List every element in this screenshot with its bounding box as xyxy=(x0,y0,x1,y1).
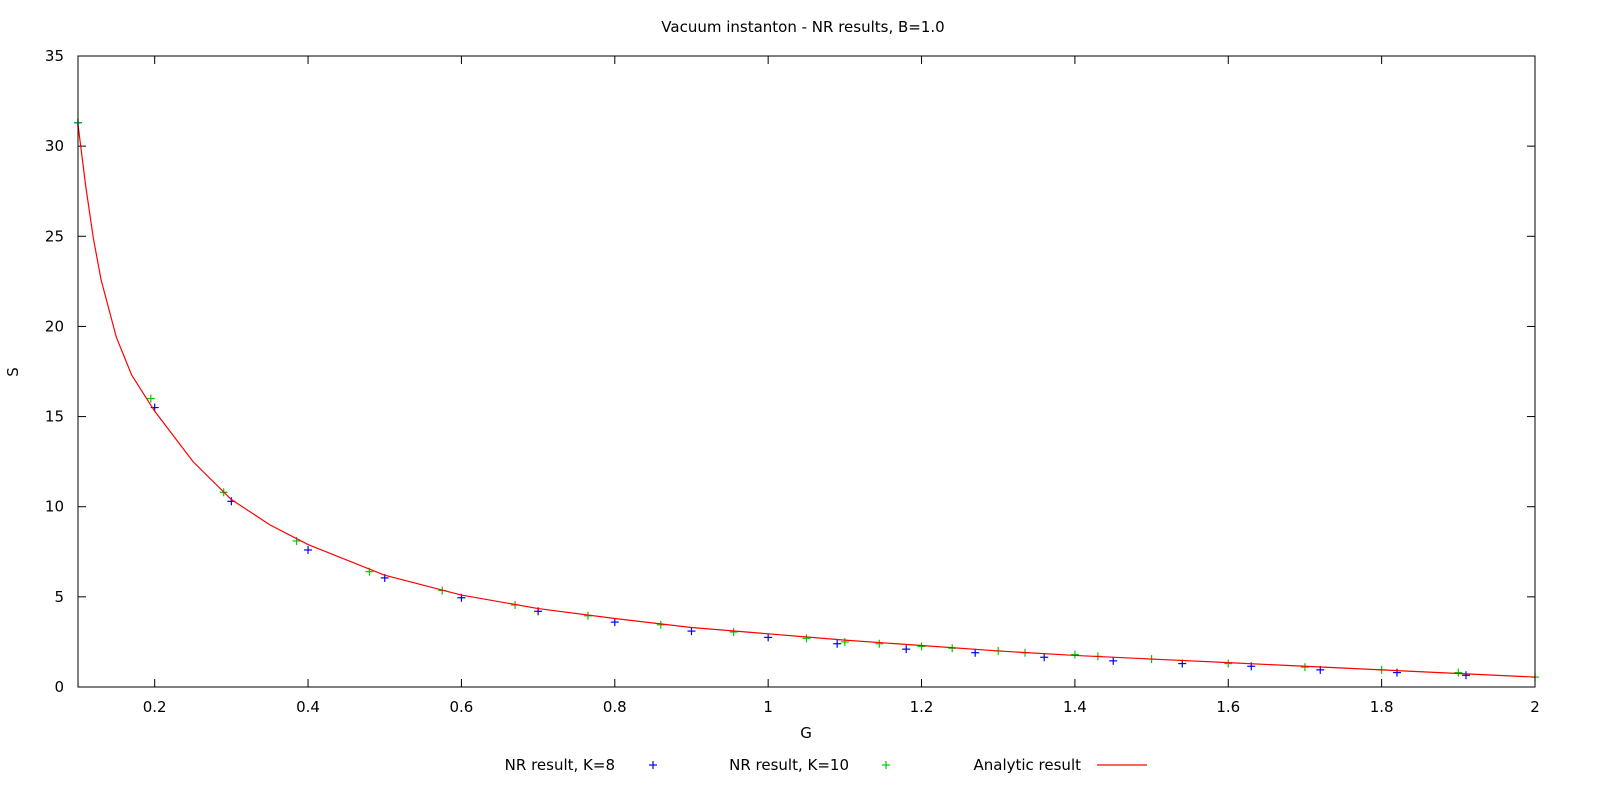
x-tick-label: 1.4 xyxy=(1063,698,1087,716)
data-point xyxy=(802,634,811,643)
data-point xyxy=(1224,659,1233,668)
x-tick-label: 2 xyxy=(1530,698,1540,716)
y-tick-label: 15 xyxy=(45,408,64,426)
x-tick-label: 0.8 xyxy=(603,698,627,716)
x-tick-label: 1.6 xyxy=(1216,698,1240,716)
y-tick-label: 5 xyxy=(54,588,64,606)
y-tick-label: 0 xyxy=(54,678,64,696)
data-point xyxy=(1392,668,1401,677)
series-2 xyxy=(77,124,1536,678)
data-point xyxy=(1300,663,1309,672)
y-axis-label: S xyxy=(4,367,22,377)
legend-marker xyxy=(649,761,657,769)
legend-marker xyxy=(882,761,890,769)
data-point xyxy=(304,545,313,554)
x-tick-label: 1.8 xyxy=(1370,698,1394,716)
series-1 xyxy=(74,118,1539,682)
x-axis-label: G xyxy=(800,724,812,742)
data-point xyxy=(875,639,884,648)
y-tick-label: 30 xyxy=(45,137,64,155)
x-tick-label: 0.2 xyxy=(143,698,167,716)
data-point xyxy=(1461,671,1470,680)
y-tick-label: 35 xyxy=(45,47,64,65)
series-0 xyxy=(74,118,1470,680)
y-tick-label: 25 xyxy=(45,227,64,245)
data-point xyxy=(729,628,738,637)
x-tick-label: 0.6 xyxy=(449,698,473,716)
legend-label: Analytic result xyxy=(973,756,1081,774)
data-point xyxy=(1454,668,1463,677)
data-point xyxy=(833,639,842,648)
y-tick-label: 10 xyxy=(45,498,64,516)
data-point xyxy=(840,637,849,646)
data-point xyxy=(610,618,619,627)
y-tick-label: 20 xyxy=(45,317,64,335)
x-tick-label: 1.2 xyxy=(910,698,934,716)
data-point xyxy=(917,642,926,651)
data-point xyxy=(764,633,773,642)
data-point xyxy=(1040,653,1049,662)
data-point xyxy=(902,645,911,654)
data-point xyxy=(1070,650,1079,659)
legend-label: NR result, K=10 xyxy=(729,756,849,774)
legend: NR result, K=8 NR result, K=10 Analytic re… xyxy=(505,756,1147,774)
data-point xyxy=(1109,656,1118,665)
data-point xyxy=(971,648,980,657)
chart-title: Vacuum instanton - NR results, B=1.0 xyxy=(661,18,944,36)
plot-frame xyxy=(77,55,1536,688)
analytic-line xyxy=(77,124,1536,678)
data-point xyxy=(146,394,155,403)
x-tick-label: 0.4 xyxy=(296,698,320,716)
legend-label: NR result, K=8 xyxy=(505,756,615,774)
data-point xyxy=(687,627,696,636)
x-tick-label: 1 xyxy=(763,698,773,716)
